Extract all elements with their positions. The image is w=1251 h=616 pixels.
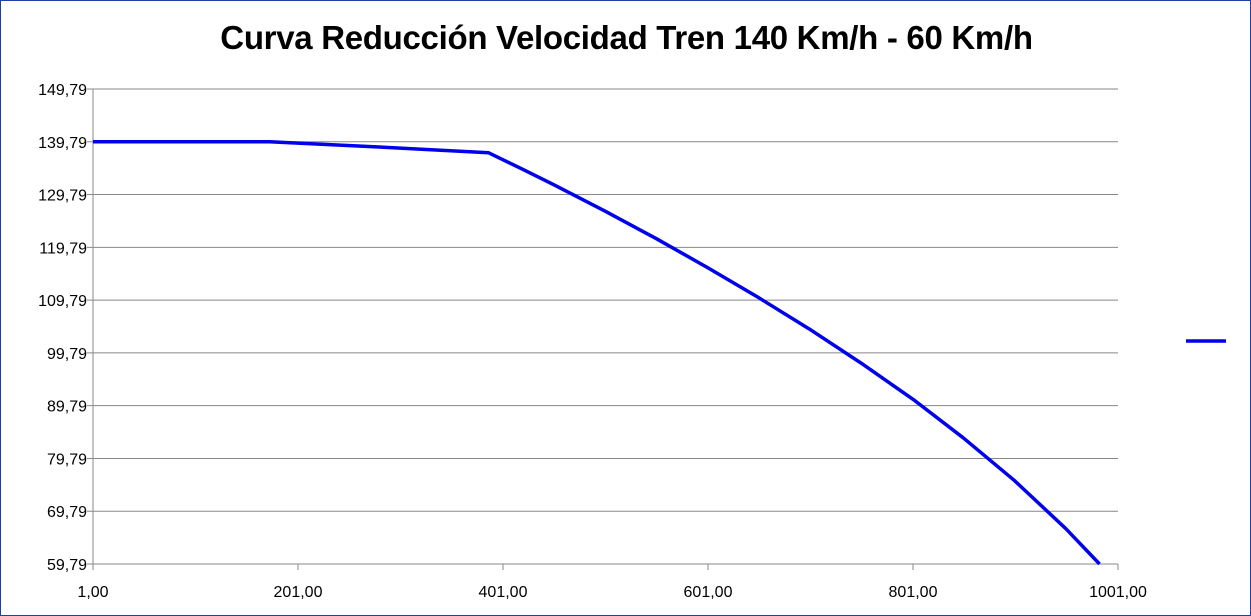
- chart-title: Curva Reducción Velocidad Tren 140 Km/h …: [220, 19, 1033, 56]
- y-tick-label: 99,79: [47, 346, 87, 363]
- y-tick-label: 149,79: [38, 82, 87, 99]
- x-tick-label: 801,00: [889, 584, 938, 601]
- x-tick-label: 1001,00: [1089, 584, 1147, 601]
- y-tick-label: 69,79: [47, 504, 87, 521]
- x-tick-label: 401,00: [479, 584, 528, 601]
- y-tick-label: 109,79: [38, 293, 87, 310]
- y-tick-label: 79,79: [47, 451, 87, 468]
- y-tick-label: 89,79: [47, 399, 87, 416]
- y-tick-label: 59,79: [47, 557, 87, 574]
- y-tick-label: 139,79: [38, 135, 87, 152]
- y-tick-label: 119,79: [39, 240, 87, 257]
- x-tick-label: 601,00: [684, 584, 733, 601]
- series-line: [93, 140, 1101, 566]
- y-tick-label: 129,79: [38, 188, 87, 205]
- x-tick-label: 1,00: [77, 584, 108, 601]
- x-tick-label: 201,00: [274, 584, 323, 601]
